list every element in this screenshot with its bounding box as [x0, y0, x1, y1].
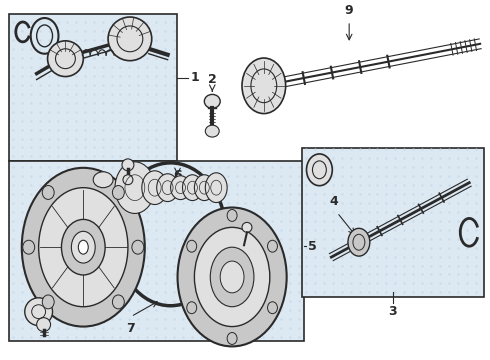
- Ellipse shape: [78, 240, 88, 254]
- Bar: [9, 161, 303, 341]
- Ellipse shape: [205, 125, 219, 137]
- Ellipse shape: [348, 228, 370, 256]
- Text: 4: 4: [330, 194, 339, 207]
- Ellipse shape: [227, 210, 237, 221]
- Ellipse shape: [42, 295, 54, 309]
- Ellipse shape: [132, 240, 144, 254]
- Ellipse shape: [115, 162, 155, 213]
- Text: 5: 5: [308, 240, 316, 253]
- Ellipse shape: [220, 261, 244, 293]
- Ellipse shape: [25, 298, 52, 325]
- Ellipse shape: [268, 302, 277, 314]
- Ellipse shape: [39, 188, 128, 307]
- Ellipse shape: [123, 175, 133, 185]
- Text: 2: 2: [208, 73, 217, 86]
- Ellipse shape: [268, 240, 277, 252]
- Ellipse shape: [72, 231, 95, 263]
- Ellipse shape: [242, 222, 252, 232]
- Ellipse shape: [108, 17, 152, 61]
- Ellipse shape: [227, 333, 237, 345]
- Ellipse shape: [122, 159, 134, 171]
- Ellipse shape: [187, 302, 196, 314]
- Ellipse shape: [93, 172, 113, 188]
- Ellipse shape: [48, 41, 83, 77]
- Ellipse shape: [61, 219, 105, 275]
- Ellipse shape: [177, 207, 287, 346]
- Bar: [9, 14, 176, 161]
- Ellipse shape: [171, 176, 191, 199]
- Ellipse shape: [187, 240, 196, 252]
- Ellipse shape: [42, 185, 54, 199]
- Text: 8: 8: [252, 324, 261, 337]
- Ellipse shape: [182, 175, 202, 201]
- Ellipse shape: [23, 240, 35, 254]
- Text: 3: 3: [389, 305, 397, 318]
- Text: 7: 7: [126, 321, 135, 334]
- Ellipse shape: [204, 94, 220, 108]
- Ellipse shape: [112, 185, 124, 199]
- Text: 1: 1: [191, 71, 199, 84]
- Ellipse shape: [242, 58, 286, 113]
- Ellipse shape: [210, 247, 254, 307]
- Bar: [301, 148, 484, 297]
- Ellipse shape: [37, 318, 50, 332]
- Text: 6: 6: [173, 169, 182, 182]
- Ellipse shape: [195, 228, 270, 327]
- Ellipse shape: [195, 175, 214, 201]
- Ellipse shape: [157, 174, 178, 202]
- Ellipse shape: [307, 154, 332, 186]
- Ellipse shape: [142, 171, 168, 204]
- Ellipse shape: [22, 168, 145, 327]
- Ellipse shape: [112, 295, 124, 309]
- Ellipse shape: [205, 173, 227, 203]
- Text: 9: 9: [345, 4, 353, 17]
